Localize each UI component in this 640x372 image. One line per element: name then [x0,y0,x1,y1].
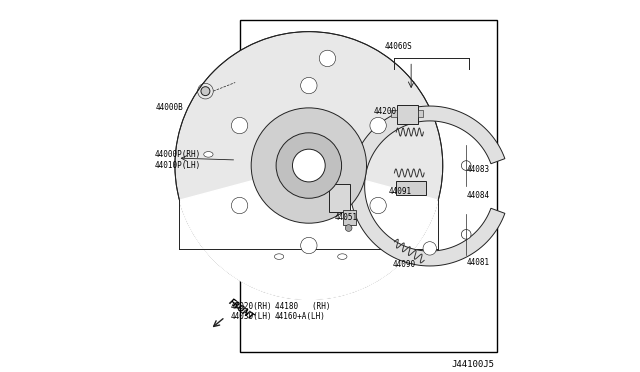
Text: 44060S: 44060S [385,42,413,51]
Text: 44081: 44081 [467,258,490,267]
Circle shape [461,161,471,170]
Text: 44000P(RH): 44000P(RH) [154,150,201,159]
Text: 44020(RH): 44020(RH) [231,302,273,311]
Text: 44091: 44091 [389,187,412,196]
Bar [392,110,397,117]
Text: 44084: 44084 [467,191,490,200]
Text: 44010P(LH): 44010P(LH) [154,161,201,170]
Ellipse shape [275,254,284,259]
Text: 44160+A(LH): 44160+A(LH) [275,312,326,321]
Circle shape [346,225,352,231]
Circle shape [232,197,248,214]
Polygon shape [350,106,505,266]
Text: 44000B: 44000B [156,103,183,112]
Bar [396,181,426,195]
Text: 44051: 44051 [334,213,357,222]
Bar [418,110,424,117]
Circle shape [292,149,325,182]
Circle shape [319,50,335,67]
Polygon shape [179,166,438,299]
Bar [330,184,350,212]
Text: FRONT: FRONT [227,298,255,323]
Text: 44180   (RH): 44180 (RH) [275,302,330,311]
Circle shape [301,237,317,254]
Circle shape [301,77,317,94]
Circle shape [201,87,210,96]
Text: 44030(LH): 44030(LH) [231,312,273,321]
Text: 44200: 44200 [374,107,397,116]
Text: J44100J5: J44100J5 [452,360,495,369]
Circle shape [251,108,367,223]
Circle shape [370,197,387,214]
Circle shape [370,117,387,134]
Circle shape [175,32,443,299]
Text: 44083: 44083 [467,165,490,174]
FancyBboxPatch shape [397,105,418,124]
Bar [344,210,356,225]
Ellipse shape [338,254,347,259]
Circle shape [461,230,471,239]
Bar [240,20,497,352]
Ellipse shape [204,151,213,157]
Text: 44090: 44090 [392,260,415,269]
Circle shape [276,133,342,198]
Circle shape [232,117,248,134]
Circle shape [423,242,436,255]
